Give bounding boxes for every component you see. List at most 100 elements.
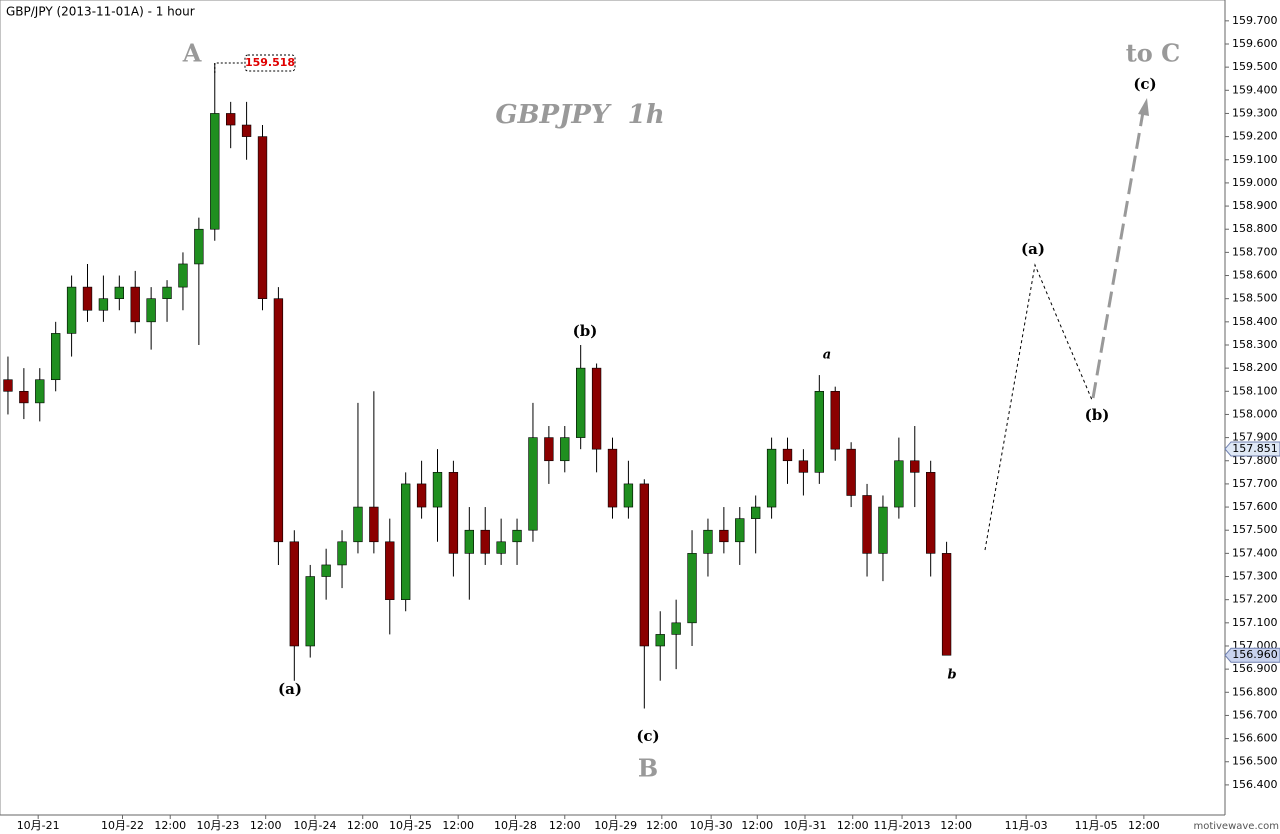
x-tick-label: 10月-28 (494, 819, 537, 832)
x-tick-label: 10月-24 (294, 819, 337, 832)
candle-body (735, 518, 745, 543)
candle-body (926, 472, 936, 554)
x-tick-label: 10月-29 (594, 819, 637, 832)
candle-body (894, 460, 904, 508)
wave-label: (a) (278, 680, 302, 698)
candle-body (639, 483, 649, 647)
candle-body (766, 448, 777, 508)
wave-label: (b) (1085, 406, 1110, 424)
candle-body (82, 286, 93, 311)
candle-body (162, 286, 172, 299)
x-tick-label: 12:00 (741, 819, 773, 832)
y-tick-label: 157.400 (1232, 546, 1278, 559)
wave-label: a (823, 348, 831, 363)
high-marker-line (214, 62, 245, 73)
projection-arrow (1091, 111, 1145, 399)
x-tick-label: 10月-21 (17, 819, 60, 832)
candle-body (114, 286, 124, 299)
wave-label: B (638, 754, 658, 783)
y-tick-label: 156.800 (1232, 685, 1278, 698)
x-tick-label: 12:00 (250, 819, 282, 832)
y-tick-label: 159.500 (1232, 60, 1278, 73)
candle-body (941, 553, 952, 656)
price-marker-label: 156.960 (1232, 648, 1278, 661)
candle-body (480, 529, 490, 554)
y-tick-label: 158.300 (1232, 338, 1278, 351)
y-tick-label: 156.900 (1232, 662, 1278, 675)
y-tick-label: 156.500 (1232, 755, 1278, 768)
x-tick-label: 11月-2013 (874, 819, 931, 832)
x-tick-label: 10月-23 (196, 819, 239, 832)
candle-body (289, 541, 299, 647)
projection-line (984, 263, 1093, 551)
x-tick-label: 10月-30 (690, 819, 733, 832)
candle-body (464, 529, 474, 554)
x-tick-label: 12:00 (940, 819, 972, 832)
wave-label: to C (1126, 39, 1181, 68)
candle-body (496, 541, 506, 554)
wave-label: (a) (1021, 240, 1045, 258)
wave-label: A (182, 39, 202, 68)
y-tick-label: 158.800 (1232, 222, 1278, 235)
candle-body (798, 460, 809, 473)
y-tick-label: 158.100 (1232, 384, 1278, 397)
candle-body (703, 529, 713, 554)
candle-body (560, 437, 570, 462)
x-tick-label: 10月-25 (389, 819, 432, 832)
plot-area (0, 0, 1226, 816)
watermark: GBPJPY 1h (495, 100, 664, 130)
candle-body (416, 483, 427, 508)
y-tick-label: 157.800 (1232, 454, 1278, 467)
price-marker (1224, 441, 1280, 457)
x-tick-label: 12:00 (347, 819, 379, 832)
candle-body (862, 495, 872, 554)
y-tick-label: 157.700 (1232, 477, 1278, 490)
candle-body (321, 564, 331, 577)
y-tick-label: 158.600 (1232, 269, 1278, 282)
x-tick-label: 12:00 (154, 819, 186, 832)
y-tick-label: 159.100 (1232, 153, 1278, 166)
candle-body (576, 367, 586, 438)
y-tick-label: 157.600 (1232, 500, 1278, 513)
candle-body (194, 228, 204, 265)
candle-body (210, 113, 220, 230)
candle-body (623, 483, 634, 508)
candle-body (401, 483, 411, 600)
y-tick-label: 156.700 (1232, 708, 1278, 721)
y-tick-label: 159.300 (1232, 106, 1278, 119)
y-tick-label: 159.600 (1232, 37, 1278, 50)
y-axis-band (1225, 0, 1280, 834)
candle-body (66, 286, 77, 334)
x-tick-label: 10月-31 (784, 819, 827, 832)
candle-body (512, 529, 522, 543)
candle-body (257, 136, 268, 299)
candle-body (146, 298, 156, 323)
candle-body (782, 448, 793, 462)
candle-body (528, 437, 538, 531)
high-marker-box (244, 54, 296, 72)
y-tick-label: 159.000 (1232, 176, 1278, 189)
y-tick-label: 157.500 (1232, 523, 1278, 536)
wave-label: b (947, 668, 956, 683)
candle-body (353, 506, 363, 543)
candle-body (910, 460, 920, 473)
candle-body (19, 390, 29, 404)
y-tick-label: 158.900 (1232, 199, 1278, 212)
candle-body (51, 333, 61, 381)
candle-body (751, 506, 761, 519)
wave-label: (b) (573, 322, 598, 340)
candle-body (98, 298, 109, 311)
y-tick-label: 159.200 (1232, 130, 1278, 143)
arrow-head (1138, 98, 1149, 116)
candle-body (385, 541, 395, 600)
price-marker (1224, 647, 1280, 663)
candle-body (305, 576, 315, 647)
chart-title: GBP/JPY (2013-11-01A) - 1 hour (6, 5, 195, 19)
candle-body (448, 472, 459, 554)
candle-body (544, 437, 554, 462)
x-tick-label: 12:00 (837, 819, 869, 832)
x-tick-label: 11月-03 (1005, 819, 1048, 832)
y-tick-label: 158.700 (1232, 245, 1278, 258)
y-tick-label: 157.300 (1232, 570, 1278, 583)
candle-body (719, 529, 729, 543)
